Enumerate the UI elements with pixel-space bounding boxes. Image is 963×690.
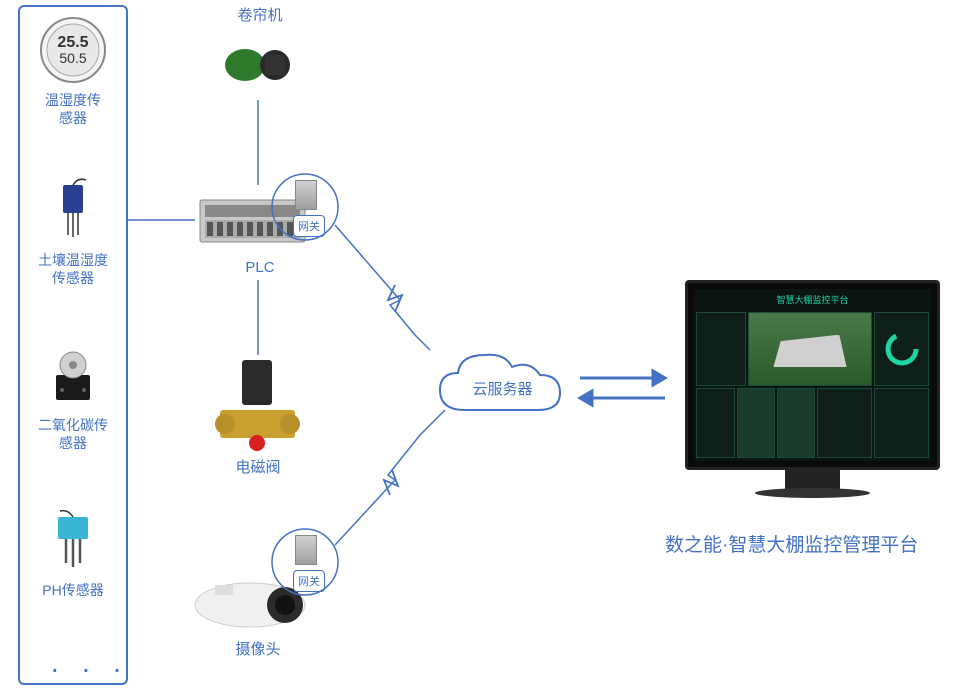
sensor-temp-humidity: 25.5 50.5 温湿度传感器: [23, 15, 123, 127]
soil-sensor-icon: [38, 175, 108, 245]
gateway-label: 网关: [293, 215, 325, 237]
gateway-icon: [295, 535, 317, 565]
more-sensors-dots: . . .: [52, 655, 130, 678]
sensor-label: 土壤温湿度传感器: [23, 251, 123, 287]
roller-icon: [210, 35, 310, 95]
ph-sensor-icon: [38, 505, 108, 575]
cloud-server: 云服务器: [430, 345, 570, 435]
camera-label: 摄像头: [228, 640, 288, 660]
svg-text:25.5: 25.5: [57, 34, 88, 51]
monitor-screen: 智慧大棚监控平台: [685, 280, 940, 470]
cloud-label: 云服务器: [470, 380, 535, 400]
sensor-soil: 土壤温湿度传感器: [23, 175, 123, 287]
gateway-label: 网关: [293, 570, 325, 592]
platform-label: 数之能·智慧大棚监控管理平台: [665, 530, 918, 557]
svg-text:50.5: 50.5: [59, 50, 86, 66]
co2-sensor-icon: [38, 340, 108, 410]
sensor-label: PH传感器: [23, 581, 123, 599]
dashboard-title: 智慧大棚监控平台: [694, 289, 931, 310]
dashboard-content: 智慧大棚监控平台: [694, 289, 931, 461]
monitor-base: [755, 488, 870, 498]
roller-label: 卷帘机: [230, 6, 290, 26]
valve-icon: [210, 355, 305, 455]
sensor-label: 温湿度传感器: [23, 91, 123, 127]
valve-label: 电磁阀: [228, 458, 288, 478]
monitor-stand: [785, 470, 840, 490]
gateway-icon: [295, 180, 317, 210]
sensor-label: 二氧化碳传感器: [23, 416, 123, 452]
temp-humidity-icon: 25.5 50.5: [38, 15, 108, 85]
sensor-co2: 二氧化碳传感器: [23, 340, 123, 452]
plc-label: PLC: [240, 258, 280, 278]
sensor-ph: PH传感器: [23, 505, 123, 599]
